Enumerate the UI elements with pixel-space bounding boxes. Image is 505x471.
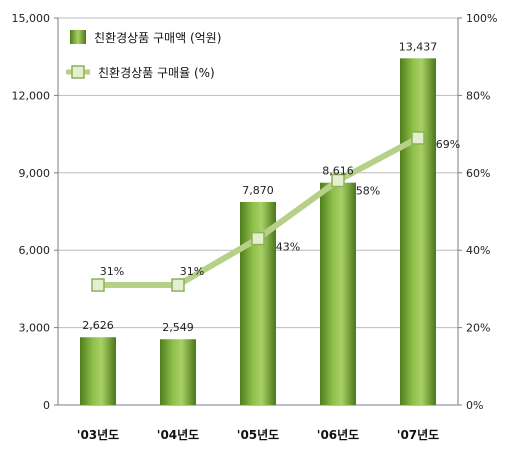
rate-value-label: 58% xyxy=(356,185,380,198)
y-left-tick-label: 3,000 xyxy=(19,322,51,335)
x-category-label: '05년도 xyxy=(237,428,279,442)
x-category-label: '04년도 xyxy=(157,428,199,442)
bar-value-label: 7,870 xyxy=(242,184,274,197)
data-labels: 2,626 2,549 7,870 8,616 13,437 31% 31% 43% 58% 69… xyxy=(82,40,460,334)
legend-swatch-marker xyxy=(71,65,85,79)
bar-value-label: 13,437 xyxy=(399,40,438,53)
y-right-tick-label: 20% xyxy=(466,322,490,335)
y-right-tick-label: 60% xyxy=(466,167,490,180)
y-left-tick-label: 12,000 xyxy=(12,89,51,102)
y-left-tick-label: 6,000 xyxy=(19,244,51,257)
rate-marker xyxy=(251,231,265,246)
bar-value-label: 2,549 xyxy=(162,321,194,334)
bar xyxy=(320,182,356,405)
gridlines xyxy=(58,17,458,329)
y-right-tick-label: 100% xyxy=(466,12,497,25)
rate-marker xyxy=(171,278,185,292)
y-right-tick-label: 0% xyxy=(466,399,483,412)
rate-value-label: 43% xyxy=(276,241,300,254)
y-left-tick-label: 9,000 xyxy=(19,167,51,180)
bar xyxy=(160,339,196,405)
line-series xyxy=(91,131,425,292)
bar xyxy=(400,58,436,405)
rate-value-label: 31% xyxy=(100,265,124,278)
x-category-label: '06년도 xyxy=(317,428,359,442)
legend-swatch-bar xyxy=(70,30,86,44)
bar-series xyxy=(80,58,436,405)
y-left-tick-label: 15,000 xyxy=(12,12,51,25)
legend-label-amount: 친환경상품 구매액 (억원) xyxy=(94,31,221,45)
x-category-label: '03년도 xyxy=(77,428,119,442)
y-right-tick-label: 40% xyxy=(466,244,490,257)
rate-marker xyxy=(331,173,345,188)
y-right-tick-label: 80% xyxy=(466,89,490,102)
rate-marker xyxy=(91,278,105,292)
axes: 0 3,000 6,000 9,000 12,000 15,000 0% 20% 40% 60% 8… xyxy=(12,12,498,442)
x-category-label: '07년도 xyxy=(397,428,439,442)
bar-value-label: 8,616 xyxy=(322,165,354,178)
y-left-tick-label: 0 xyxy=(43,399,50,412)
bar-value-label: 2,626 xyxy=(82,319,114,332)
rate-value-label: 69% xyxy=(436,138,460,151)
rate-marker xyxy=(411,131,425,145)
legend-label-rate: 친환경상품 구매율 (%) xyxy=(98,66,215,80)
bar xyxy=(80,337,116,405)
rate-value-label: 31% xyxy=(180,265,204,278)
legend: 친환경상품 구매액 (억원) 친환경상품 구매율 (%) xyxy=(66,30,221,80)
